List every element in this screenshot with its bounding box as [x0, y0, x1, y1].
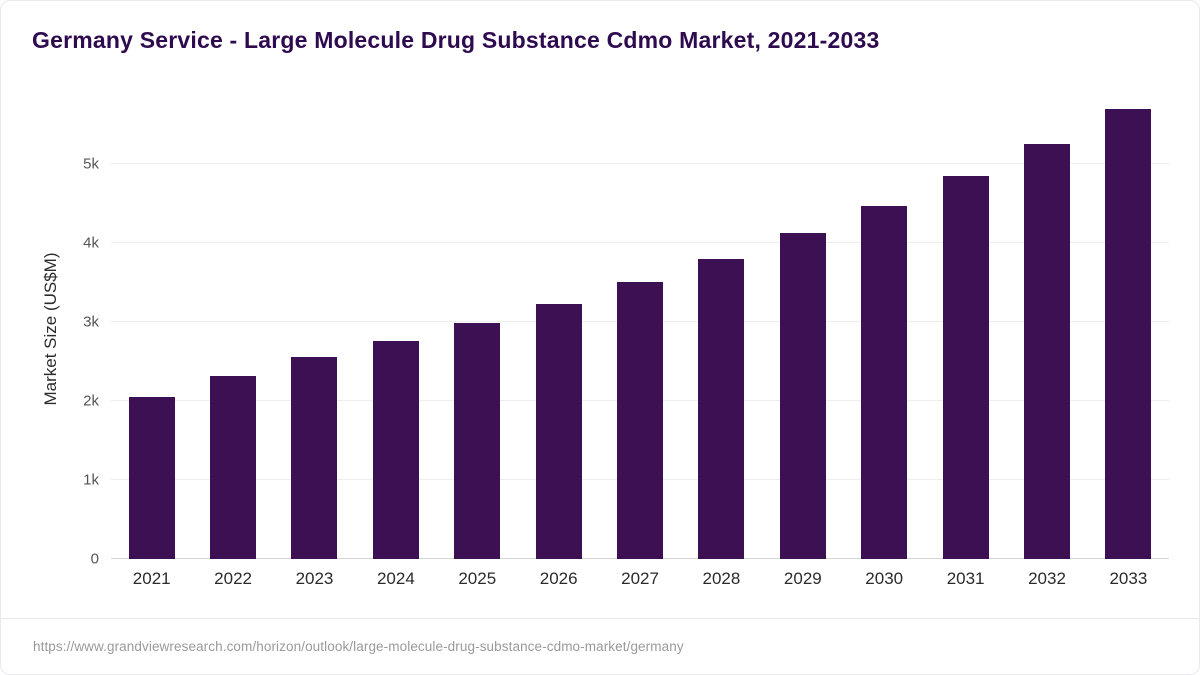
bar-slot	[355, 99, 436, 559]
y-tick-label: 1k	[83, 471, 99, 489]
bar-slot	[844, 99, 925, 559]
x-tick-label: 2033	[1109, 569, 1148, 588]
x-tick-label: 2024	[376, 569, 415, 588]
bar-slot	[518, 99, 599, 559]
bar-slot	[1088, 99, 1169, 559]
bar-slot	[192, 99, 273, 559]
x-tick-label: 2021	[132, 569, 171, 588]
x-tick-label: 2029	[783, 569, 822, 588]
bar-2021[interactable]	[128, 396, 175, 559]
bar-2030[interactable]	[861, 205, 908, 559]
x-tick-label: 2032	[1028, 569, 1066, 588]
bar-slot	[762, 99, 843, 559]
source-url: https://www.grandviewresearch.com/horizo…	[33, 639, 684, 654]
chart-plot-area	[111, 99, 1169, 559]
y-tick-label: 4k	[83, 234, 99, 252]
bar-2022[interactable]	[210, 375, 257, 559]
gridline	[111, 241, 1169, 243]
bar-slot	[599, 99, 680, 559]
gridline	[111, 162, 1169, 164]
x-tick-label: 2022	[214, 569, 252, 588]
bar-2028[interactable]	[698, 258, 745, 559]
x-tick-label: 2030	[865, 569, 904, 588]
bar-2029[interactable]	[779, 232, 826, 559]
footer: https://www.grandviewresearch.com/horizo…	[1, 618, 1199, 674]
bar-2025[interactable]	[454, 323, 501, 559]
y-axis-title: Market Size (US$M)	[41, 252, 60, 406]
x-axis-tick-labels: 2021 2022 2023 2024 2025 2026 2027 2028 2029 2030…	[111, 569, 1169, 589]
bar-2024[interactable]	[372, 340, 419, 559]
bar-2032[interactable]	[1023, 144, 1070, 559]
x-tick-label: 2025	[458, 569, 497, 588]
y-axis-tick-labels: 0 1k 2k 3k 4k 5k	[69, 99, 111, 567]
bar-2031[interactable]	[942, 176, 989, 559]
bar-2027[interactable]	[617, 281, 664, 559]
bar-slot	[1006, 99, 1087, 559]
x-tick-label: 2026	[539, 569, 578, 588]
bar-2023[interactable]	[291, 357, 338, 559]
bar-slot	[437, 99, 518, 559]
y-tick-label: 2k	[83, 392, 99, 410]
y-tick-label: 3k	[83, 313, 99, 331]
x-tick-label: 2028	[702, 569, 741, 588]
y-tick-label: 0	[90, 550, 99, 568]
bar-slot	[111, 99, 192, 559]
y-tick-label: 5k	[83, 155, 99, 173]
bar-2033[interactable]	[1105, 109, 1152, 559]
bar-series	[111, 99, 1169, 559]
bar-slot	[925, 99, 1006, 559]
bar-slot	[274, 99, 355, 559]
x-tick-label: 2031	[946, 569, 985, 588]
y-axis-title-wrap: Market Size (US$M)	[33, 99, 69, 559]
chart-title: Germany Service - Large Molecule Drug Su…	[32, 27, 880, 53]
chart-region: Market Size (US$M) 0 1k 2k 3k 4k 5k	[33, 99, 1169, 568]
x-tick-label: 2027	[621, 569, 659, 588]
x-tick-label: 2023	[295, 569, 334, 588]
bar-slot	[681, 99, 762, 559]
bar-2026[interactable]	[535, 303, 582, 559]
